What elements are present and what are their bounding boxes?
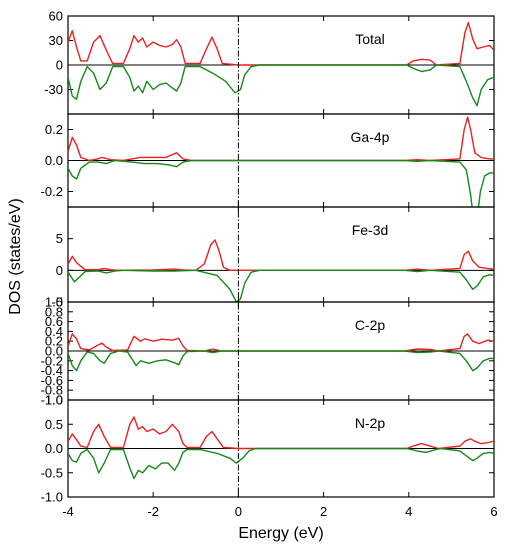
y-tick-label: 0 <box>56 58 63 73</box>
y-tick-label: -0.5 <box>41 465 63 480</box>
y-tick-label: 0.4 <box>45 324 63 339</box>
spin-up-curve <box>68 116 494 162</box>
y-axis-title: DOS (states/eV) <box>7 198 24 314</box>
y-tick-label: 0.0 <box>45 441 63 456</box>
y-tick-label: 0.0 <box>45 153 63 168</box>
panel-label: Fe-3d <box>352 222 389 238</box>
x-tick-label: -4 <box>62 504 74 519</box>
panel-ga-4p: 0.2 0.0 -0.2 Ga-4p <box>41 113 495 208</box>
spin-down-curve <box>68 447 494 480</box>
spin-up-curve <box>68 416 494 450</box>
y-tick-label: -0.8 <box>41 383 63 398</box>
panel-frame <box>67 206 495 303</box>
y-tick-label: -1.0 <box>41 490 63 505</box>
panel-c-2p: 1.00.80.60.40.20.0-0.2-0.4-0.6-0.8-1.0C-… <box>41 295 495 408</box>
spin-down-curve <box>68 269 494 302</box>
y-tick-label: 0.5 <box>45 417 63 432</box>
panel-label: Ga-4p <box>351 129 390 145</box>
spin-up-curve <box>68 239 494 271</box>
y-tick-label: -0.6 <box>41 373 63 388</box>
panel-total: 60 30 0 -30 Total <box>44 9 495 115</box>
y-tick-label: -0.2 <box>41 353 63 368</box>
y-tick-label: 0.0 <box>45 344 63 359</box>
x-axis: -4 -2 0 2 4 6 <box>62 504 497 519</box>
spin-down-curve <box>68 159 494 207</box>
y-tick-label: 60 <box>49 9 63 24</box>
y-tick-label: 5 <box>56 231 63 246</box>
y-tick-label: -0.4 <box>41 363 63 378</box>
y-tick-label: 0.2 <box>45 334 63 349</box>
spin-up-curve <box>68 333 494 352</box>
spin-up-curve <box>68 21 494 66</box>
x-tick-label: 0 <box>235 504 242 519</box>
x-tick-label: -2 <box>147 504 159 519</box>
y-tick-label: 0.2 <box>45 122 63 137</box>
spin-down-curve <box>68 350 494 372</box>
panel-fe-3d: 5 0 -5 Fe-3d <box>51 206 495 310</box>
y-tick-label: 1.0 <box>45 295 63 310</box>
y-tick-label: -5 <box>51 295 63 310</box>
y-tick-label: 0.8 <box>45 304 63 319</box>
y-tick-label: 30 <box>49 33 63 48</box>
panels-layer: 60300-30Total0.20.0-0.2Ga-4p50-5Fe-3d1.0… <box>41 9 495 505</box>
y-tick-label: 0.6 <box>45 314 63 329</box>
panel-label: C-2p <box>355 317 386 333</box>
x-axis-title: Energy (eV) <box>238 525 323 542</box>
y-tick-label: -0.2 <box>41 184 63 199</box>
y-tick-label: -1.0 <box>41 393 63 408</box>
y-tick-label: 1.0 <box>45 393 63 408</box>
x-tick-label: 4 <box>405 504 412 519</box>
y-tick-label: 0 <box>56 263 63 278</box>
spin-down-curve <box>68 64 494 107</box>
panel-label: Total <box>355 31 385 47</box>
x-tick-label: 6 <box>490 504 497 519</box>
y-tick-label: -30 <box>44 82 63 97</box>
panel-label: N-2p <box>355 415 386 431</box>
x-tick-label: 2 <box>320 504 327 519</box>
panel-n-2p: 1.0 0.5 0.0 -0.5 -1.0 N-2p <box>41 393 495 505</box>
